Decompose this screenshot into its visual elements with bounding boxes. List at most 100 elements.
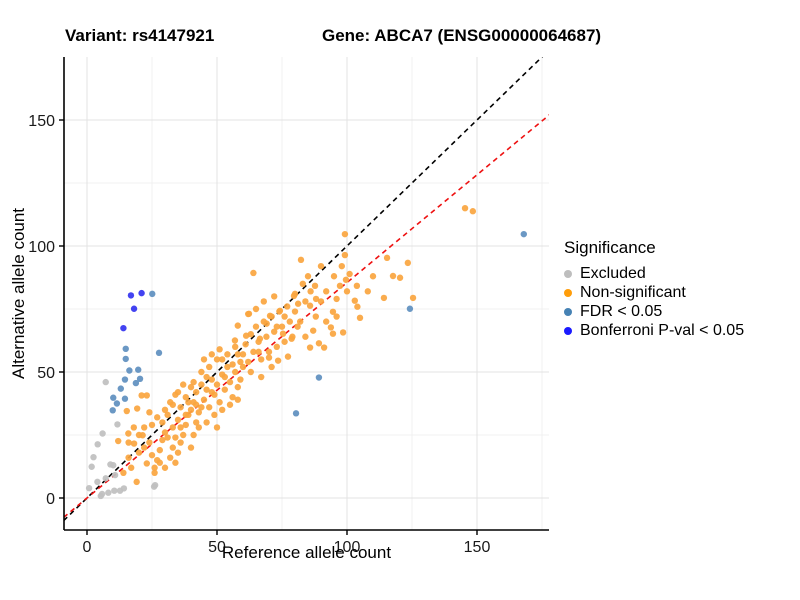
data-point-fdr-0-05 — [122, 345, 129, 353]
data-point-non-significant — [273, 343, 280, 350]
data-point-non-significant — [177, 404, 184, 411]
data-point-non-significant — [341, 251, 349, 259]
data-point-non-significant — [161, 406, 169, 413]
data-point-non-significant — [216, 346, 223, 353]
data-point-non-significant — [356, 314, 364, 322]
data-point-non-significant — [200, 396, 208, 403]
data-point-excluded — [102, 378, 109, 386]
data-point-non-significant — [226, 378, 234, 386]
data-point-non-significant — [234, 322, 241, 329]
data-point-non-significant — [211, 411, 218, 419]
data-point-non-significant — [409, 294, 417, 302]
legend-dot-icon — [564, 269, 572, 278]
data-point-non-significant — [343, 288, 351, 295]
data-point-non-significant — [200, 356, 208, 363]
legend-item-label: FDR < 0.05 — [580, 302, 663, 320]
data-point-fdr-0-05 — [406, 305, 414, 312]
data-point-non-significant — [276, 307, 284, 314]
data-point-non-significant — [143, 460, 150, 467]
data-point-non-significant — [198, 368, 205, 376]
data-point-excluded — [111, 487, 118, 494]
data-point-non-significant — [182, 421, 189, 429]
y-tick-label: 100 — [28, 239, 55, 256]
data-point-non-significant — [224, 363, 231, 371]
data-point-non-significant — [195, 409, 202, 416]
data-point-non-significant — [245, 310, 253, 317]
data-point-bonferroni-p-val-0-05 — [138, 289, 145, 297]
data-point-non-significant — [193, 401, 200, 408]
legend-dot-icon — [564, 288, 572, 297]
data-point-non-significant — [263, 333, 270, 340]
data-point-non-significant — [242, 332, 250, 339]
data-point-non-significant — [271, 293, 278, 300]
data-point-non-significant — [190, 431, 197, 439]
data-point-excluded — [94, 441, 101, 448]
legend-dot-icon — [564, 326, 572, 335]
data-point-excluded — [94, 478, 101, 486]
data-point-non-significant — [252, 305, 260, 313]
identity-line — [64, 57, 544, 522]
data-point-non-significant — [369, 273, 377, 280]
data-point-non-significant — [256, 335, 264, 342]
data-point-non-significant — [148, 421, 156, 429]
data-point-excluded — [110, 462, 117, 469]
data-point-fdr-0-05 — [121, 395, 129, 402]
data-point-non-significant — [208, 388, 215, 396]
data-point-non-significant — [161, 429, 169, 436]
data-point-fdr-0-05 — [135, 366, 142, 373]
data-point-non-significant — [312, 295, 320, 303]
data-point-non-significant — [182, 394, 189, 401]
data-point-non-significant — [273, 323, 280, 330]
data-point-non-significant — [206, 404, 213, 411]
data-point-fdr-0-05 — [292, 410, 300, 417]
data-point-non-significant — [156, 446, 163, 454]
data-point-non-significant — [461, 205, 469, 212]
data-point-non-significant — [221, 373, 228, 381]
data-point-non-significant — [353, 282, 361, 290]
data-point-non-significant — [234, 383, 241, 391]
data-point-non-significant — [182, 411, 189, 419]
x-tick-label: 150 — [464, 539, 491, 556]
legend-item-label: Bonferroni P-val < 0.05 — [580, 321, 745, 339]
gene-title: Gene: ABCA7 (ENSG00000064687) — [322, 26, 602, 45]
data-point-non-significant — [177, 424, 184, 431]
data-point-non-significant — [135, 449, 143, 456]
data-point-non-significant — [396, 274, 404, 281]
data-point-non-significant — [198, 381, 205, 388]
x-tick-label: 100 — [334, 539, 361, 556]
data-point-non-significant — [120, 469, 127, 476]
legend-item-excluded: Excluded — [564, 264, 744, 283]
data-point-non-significant — [161, 464, 169, 471]
data-point-non-significant — [213, 424, 221, 431]
data-point-non-significant — [304, 273, 312, 280]
data-point-non-significant — [242, 341, 249, 348]
data-point-excluded — [90, 453, 97, 461]
data-point-fdr-0-05 — [113, 400, 121, 407]
data-point-non-significant — [146, 439, 153, 446]
data-point-non-significant — [226, 401, 234, 408]
data-point-non-significant — [323, 318, 330, 325]
data-point-non-significant — [180, 431, 187, 439]
y-tick-label: 0 — [46, 491, 55, 508]
data-point-non-significant — [341, 230, 349, 238]
data-point-non-significant — [229, 361, 236, 368]
data-point-non-significant — [268, 363, 275, 371]
data-point-non-significant — [327, 324, 335, 331]
data-point-non-significant — [208, 376, 215, 383]
data-point-fdr-0-05 — [110, 394, 117, 401]
data-point-non-significant — [281, 338, 288, 345]
data-point-non-significant — [311, 282, 319, 290]
data-point-non-significant — [213, 381, 221, 388]
y-axis-title: Alternative allele count — [9, 208, 28, 379]
data-point-non-significant — [336, 282, 344, 290]
data-point-non-significant — [288, 335, 295, 342]
data-point-non-significant — [286, 318, 293, 325]
data-point-non-significant — [294, 300, 302, 307]
data-point-bonferroni-p-val-0-05 — [127, 292, 135, 299]
data-point-non-significant — [284, 303, 291, 310]
data-point-non-significant — [258, 356, 265, 363]
data-point-non-significant — [232, 368, 239, 376]
data-point-non-significant — [231, 337, 239, 344]
data-point-excluded — [120, 485, 128, 492]
data-point-non-significant — [159, 419, 166, 426]
